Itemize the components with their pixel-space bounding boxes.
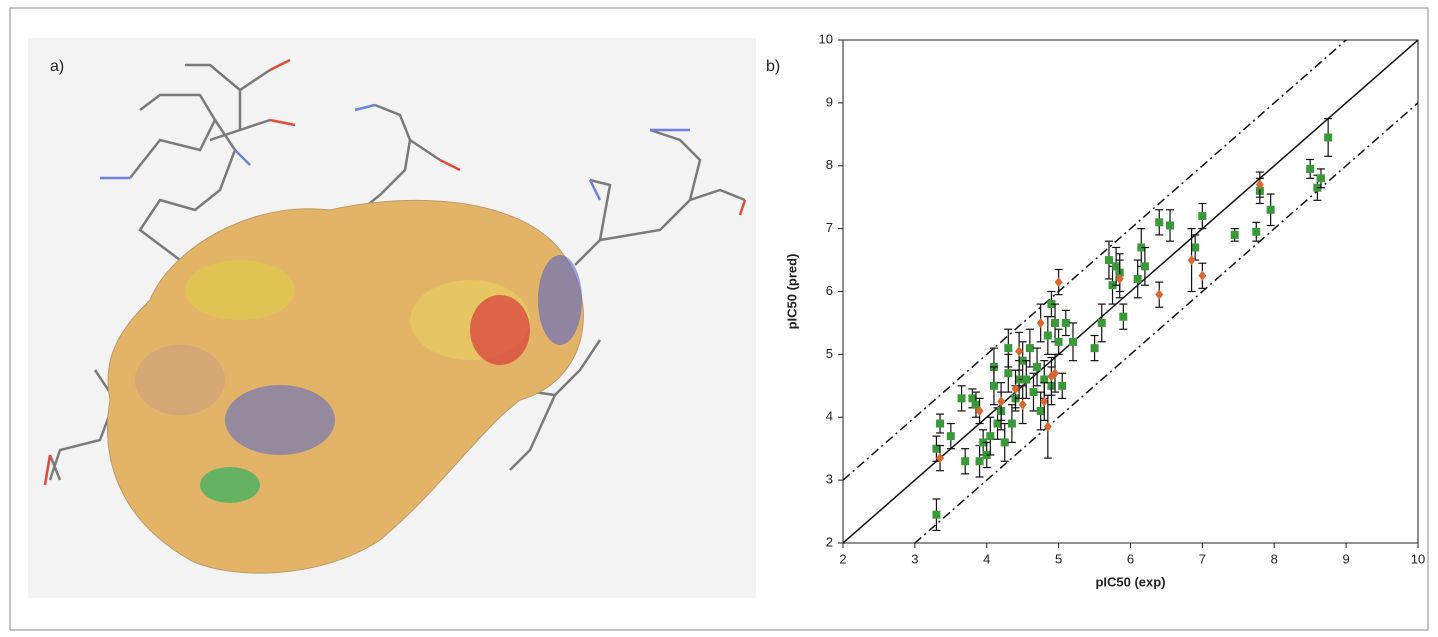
point [1133, 274, 1142, 283]
point [957, 394, 966, 403]
point [1015, 346, 1024, 357]
x-axis-label: pIC50 (exp) [1095, 574, 1165, 589]
point [1191, 243, 1200, 252]
point [975, 405, 984, 416]
frame [9, 7, 1429, 631]
point [1104, 256, 1113, 265]
point [1252, 227, 1261, 236]
point [1255, 179, 1264, 190]
point [1004, 369, 1013, 378]
point [1316, 174, 1325, 183]
point [971, 400, 980, 409]
point [1097, 318, 1106, 327]
x-tick-label: 4 [983, 551, 990, 566]
y-tick-label: 10 [819, 31, 833, 46]
point [1266, 205, 1275, 214]
point [1054, 337, 1063, 346]
point [1115, 273, 1124, 284]
molecule-image: a) [28, 38, 756, 598]
y-tick-label: 2 [826, 534, 833, 549]
y-axis-label: pIC50 (pred) [784, 254, 799, 330]
reference-line [843, 40, 1418, 543]
point [1054, 277, 1063, 288]
point [1140, 262, 1149, 271]
point [932, 510, 941, 519]
point [1000, 438, 1009, 447]
point [1029, 388, 1038, 397]
y-tick-label: 7 [826, 220, 833, 235]
x-tick-label: 8 [1271, 551, 1278, 566]
point [986, 432, 995, 441]
point [1036, 317, 1045, 328]
x-tick-label: 10 [1411, 551, 1425, 566]
point [1306, 164, 1315, 173]
point [1058, 381, 1067, 390]
x-tick-label: 7 [1199, 551, 1206, 566]
point [968, 394, 977, 403]
point [997, 396, 1006, 407]
point [1051, 368, 1060, 379]
point [1018, 399, 1027, 410]
point [1198, 270, 1207, 281]
x-tick-label: 9 [1343, 551, 1350, 566]
point [1004, 344, 1013, 353]
point [1007, 419, 1016, 428]
x-tick-label: 5 [1055, 551, 1062, 566]
x-tick-label: 3 [911, 551, 918, 566]
panel-label: b) [766, 58, 780, 75]
point [975, 457, 984, 466]
point [1036, 406, 1045, 415]
point [1061, 318, 1070, 327]
point [936, 419, 945, 428]
point [1198, 212, 1207, 221]
reference-line [913, 102, 1418, 543]
point [993, 419, 1002, 428]
y-tick-label: 4 [826, 409, 833, 424]
point [946, 432, 955, 441]
point [1155, 218, 1164, 227]
y-tick-label: 6 [826, 283, 833, 298]
x-tick-label: 2 [839, 551, 846, 566]
point [1040, 396, 1049, 407]
point [1324, 133, 1333, 142]
point [1025, 344, 1034, 353]
y-tick-label: 9 [826, 94, 833, 109]
point [1022, 375, 1031, 384]
point [932, 444, 941, 453]
point [1011, 383, 1020, 394]
point [1187, 255, 1196, 266]
point [961, 457, 970, 466]
point [1090, 344, 1099, 353]
point [1040, 375, 1049, 384]
point [1051, 318, 1060, 327]
point [1119, 312, 1128, 321]
x-tick-label: 6 [1127, 551, 1134, 566]
point [1069, 337, 1077, 346]
point [989, 381, 998, 390]
point [1155, 289, 1164, 300]
point [1043, 331, 1052, 340]
point [1112, 262, 1121, 271]
y-tick-label: 8 [826, 157, 833, 172]
y-tick-label: 5 [826, 346, 833, 361]
point [1230, 230, 1239, 239]
point [936, 453, 945, 464]
point [1166, 221, 1175, 230]
scatter-chart: 2 3 4 5 6 7 8 9 10 2 3 4 5 6 7 8 9 10 pIC50 (exp) pIC50 (pr… [766, 31, 1425, 589]
y-tick-label: 3 [826, 472, 833, 487]
point [1033, 362, 1042, 371]
reference-line [843, 40, 1348, 481]
panel-label: a) [50, 58, 64, 75]
point [1043, 421, 1052, 432]
